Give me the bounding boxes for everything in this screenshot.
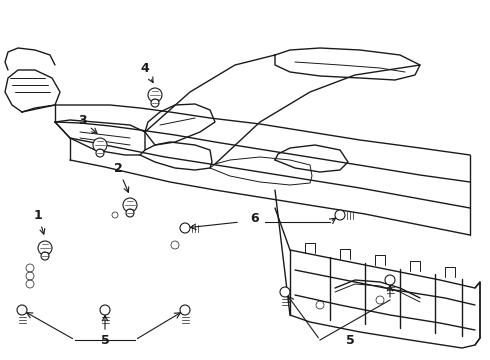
Circle shape: [385, 275, 395, 285]
Circle shape: [100, 305, 110, 315]
Circle shape: [180, 223, 190, 233]
Circle shape: [280, 287, 290, 297]
Text: 6: 6: [251, 212, 259, 225]
Text: 1: 1: [34, 208, 45, 234]
Text: 2: 2: [114, 162, 129, 192]
Circle shape: [96, 149, 104, 157]
Circle shape: [151, 99, 159, 107]
Circle shape: [123, 198, 137, 212]
Circle shape: [38, 241, 52, 255]
Circle shape: [335, 210, 345, 220]
Circle shape: [148, 88, 162, 102]
Circle shape: [93, 138, 107, 152]
Text: 3: 3: [78, 113, 97, 133]
Text: 5: 5: [100, 333, 109, 346]
Text: 4: 4: [141, 62, 153, 82]
Text: 5: 5: [345, 333, 354, 346]
Circle shape: [180, 305, 190, 315]
Circle shape: [126, 209, 134, 217]
Circle shape: [17, 305, 27, 315]
Circle shape: [41, 252, 49, 260]
